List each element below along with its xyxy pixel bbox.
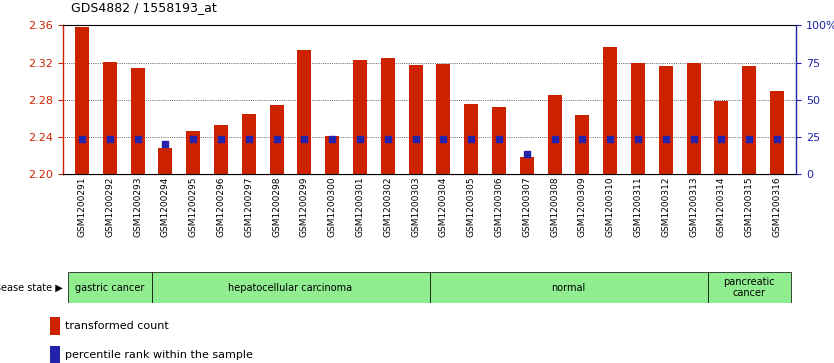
Bar bbox=[158, 148, 173, 174]
Bar bbox=[269, 105, 284, 174]
Text: GSM1200293: GSM1200293 bbox=[133, 176, 142, 237]
Text: GSM1200307: GSM1200307 bbox=[522, 176, 531, 237]
Point bbox=[715, 136, 728, 142]
Text: hepatocellular carcinoma: hepatocellular carcinoma bbox=[229, 283, 353, 293]
Text: GSM1200298: GSM1200298 bbox=[272, 176, 281, 237]
Bar bbox=[381, 58, 394, 174]
Point bbox=[604, 136, 617, 142]
Point bbox=[771, 136, 784, 142]
Text: GSM1200306: GSM1200306 bbox=[495, 176, 504, 237]
Text: GSM1200311: GSM1200311 bbox=[634, 176, 642, 237]
Text: GSM1200308: GSM1200308 bbox=[550, 176, 559, 237]
Point bbox=[325, 136, 339, 142]
Bar bbox=[631, 63, 645, 174]
Text: GSM1200296: GSM1200296 bbox=[217, 176, 225, 237]
Text: GSM1200310: GSM1200310 bbox=[605, 176, 615, 237]
Text: GSM1200300: GSM1200300 bbox=[328, 176, 337, 237]
Bar bbox=[686, 63, 701, 174]
Text: GSM1200314: GSM1200314 bbox=[717, 176, 726, 237]
Point bbox=[242, 136, 255, 142]
Text: GSM1200303: GSM1200303 bbox=[411, 176, 420, 237]
Text: GSM1200304: GSM1200304 bbox=[439, 176, 448, 237]
FancyBboxPatch shape bbox=[152, 272, 430, 303]
Bar bbox=[131, 68, 144, 174]
Bar bbox=[75, 27, 89, 174]
Bar bbox=[575, 115, 590, 174]
Bar bbox=[603, 47, 617, 174]
Text: GSM1200292: GSM1200292 bbox=[105, 176, 114, 237]
Bar bbox=[242, 114, 256, 174]
Text: GSM1200312: GSM1200312 bbox=[661, 176, 671, 237]
Text: pancreatic
cancer: pancreatic cancer bbox=[723, 277, 775, 298]
Point bbox=[659, 136, 672, 142]
Point bbox=[381, 136, 394, 142]
Text: percentile rank within the sample: percentile rank within the sample bbox=[64, 350, 253, 360]
Bar bbox=[353, 60, 367, 174]
Point bbox=[575, 136, 589, 142]
Text: GSM1200299: GSM1200299 bbox=[300, 176, 309, 237]
Bar bbox=[214, 125, 228, 174]
Text: GSM1200302: GSM1200302 bbox=[384, 176, 392, 237]
Point bbox=[520, 151, 534, 157]
Point bbox=[158, 140, 172, 146]
Bar bbox=[325, 136, 339, 174]
Text: GSM1200301: GSM1200301 bbox=[355, 176, 364, 237]
Text: GSM1200316: GSM1200316 bbox=[772, 176, 781, 237]
Point bbox=[75, 136, 88, 142]
Bar bbox=[492, 107, 506, 174]
Text: GSM1200315: GSM1200315 bbox=[745, 176, 754, 237]
Point bbox=[103, 136, 117, 142]
FancyBboxPatch shape bbox=[707, 272, 791, 303]
Text: GSM1200297: GSM1200297 bbox=[244, 176, 254, 237]
Bar bbox=[50, 346, 60, 363]
Point bbox=[437, 136, 450, 142]
Point bbox=[742, 136, 756, 142]
Bar bbox=[742, 66, 756, 174]
Text: GSM1200294: GSM1200294 bbox=[161, 176, 170, 237]
Text: GSM1200295: GSM1200295 bbox=[188, 176, 198, 237]
Bar bbox=[770, 90, 784, 174]
Text: transformed count: transformed count bbox=[64, 321, 168, 331]
FancyBboxPatch shape bbox=[68, 272, 152, 303]
Bar bbox=[50, 317, 60, 335]
Point bbox=[187, 136, 200, 142]
Point bbox=[214, 136, 228, 142]
Point bbox=[354, 136, 367, 142]
Point bbox=[270, 136, 284, 142]
Text: GSM1200313: GSM1200313 bbox=[689, 176, 698, 237]
Bar bbox=[548, 95, 561, 174]
Bar bbox=[520, 158, 534, 174]
Point bbox=[298, 136, 311, 142]
Bar bbox=[409, 65, 423, 174]
Bar bbox=[465, 103, 478, 174]
Text: GDS4882 / 1558193_at: GDS4882 / 1558193_at bbox=[71, 1, 217, 15]
Text: gastric cancer: gastric cancer bbox=[75, 283, 144, 293]
Bar bbox=[186, 131, 200, 174]
Point bbox=[492, 136, 505, 142]
Bar bbox=[715, 101, 728, 174]
Text: GSM1200291: GSM1200291 bbox=[78, 176, 87, 237]
Point bbox=[409, 136, 422, 142]
Text: GSM1200309: GSM1200309 bbox=[578, 176, 587, 237]
Bar bbox=[659, 66, 673, 174]
Point bbox=[131, 136, 144, 142]
Bar bbox=[436, 64, 450, 174]
Bar bbox=[103, 62, 117, 174]
FancyBboxPatch shape bbox=[430, 272, 707, 303]
Point bbox=[687, 136, 701, 142]
Point bbox=[548, 136, 561, 142]
Text: disease state ▶: disease state ▶ bbox=[0, 283, 63, 293]
Point bbox=[631, 136, 645, 142]
Point bbox=[465, 136, 478, 142]
Text: GSM1200305: GSM1200305 bbox=[467, 176, 475, 237]
Bar bbox=[298, 50, 311, 174]
Text: normal: normal bbox=[551, 283, 585, 293]
